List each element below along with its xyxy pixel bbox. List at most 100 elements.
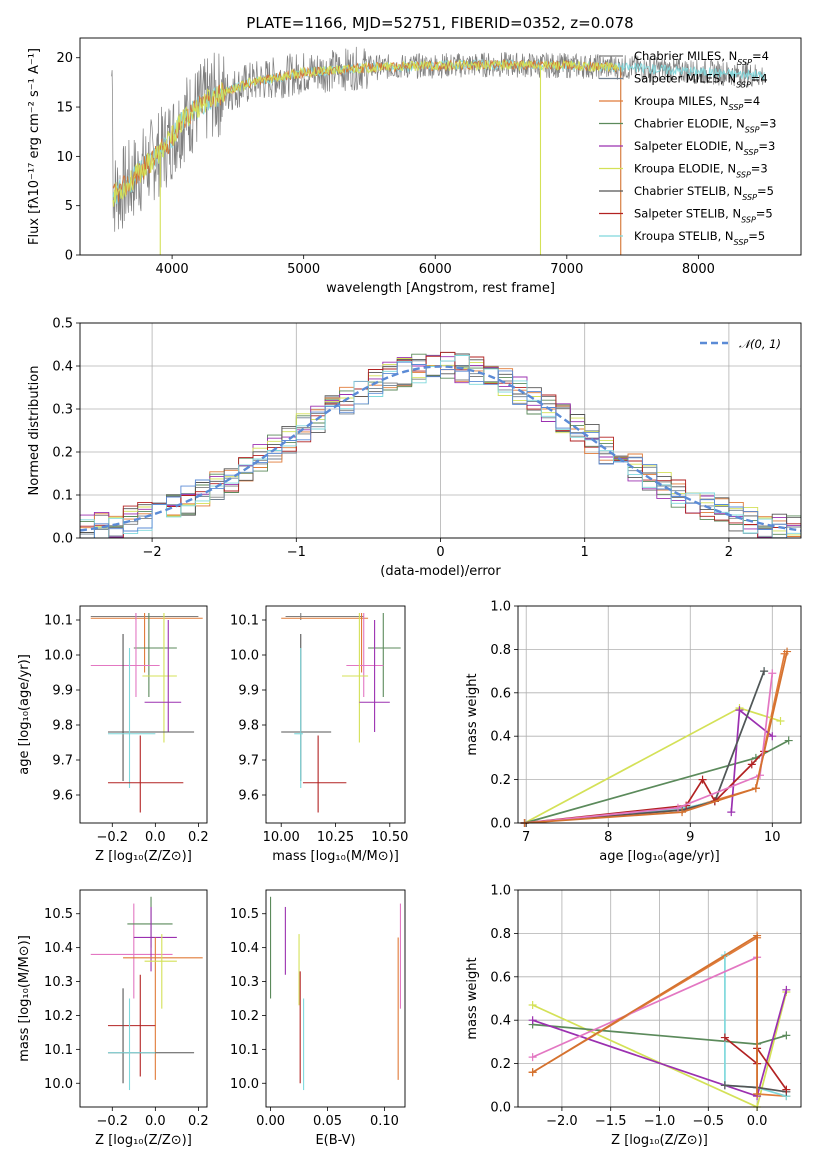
y-tick-label: 9.6 bbox=[52, 789, 73, 804]
x-axis-label: Z [log₁₀(Z/Z⊙)] bbox=[95, 849, 192, 864]
residual-histogram bbox=[80, 351, 801, 538]
mass-weight-vs-metallicity-panel: −2.0 −1.5 −1.0 −0.5 0.0 0.0 0.2 0.4 0.6 0.8 1.0 Z [… bbox=[465, 884, 802, 1148]
x-tick-label: 7 bbox=[522, 830, 530, 845]
y-tick-label: 10.4 bbox=[44, 941, 73, 956]
y-tick-label: 10.3 bbox=[230, 975, 259, 990]
y-tick-label: 10.0 bbox=[44, 649, 73, 664]
y-axis-label: mass weight bbox=[465, 957, 480, 1039]
legend-entry: Kroupa STELIB, NSSP=5 bbox=[634, 229, 765, 247]
y-tick-label: 0.8 bbox=[490, 927, 511, 942]
y-tick-label: 9.9 bbox=[238, 684, 259, 699]
age-vs-mass-panel: 10.00 10.25 10.50 9.6 9.7 9.8 9.9 10.0 10.1 mass … bbox=[230, 605, 408, 864]
legend-entry: Chabrier ELODIE, NSSP=3 bbox=[634, 117, 776, 135]
x-tick-label: 0 bbox=[436, 545, 444, 560]
errorbar-point bbox=[90, 613, 160, 697]
y-tick-label: 10.4 bbox=[230, 941, 259, 956]
y-tick-label: 10.3 bbox=[44, 975, 73, 990]
x-tick-label: 7000 bbox=[550, 262, 583, 277]
weight-point-marker bbox=[782, 985, 791, 994]
y-tick-label: 0.1 bbox=[52, 489, 73, 504]
weight-point-marker bbox=[784, 736, 793, 745]
weight-point-marker bbox=[760, 667, 769, 676]
y-tick-label: 0 bbox=[65, 249, 73, 264]
figure-title: PLATE=1166, MJD=52751, FIBERID=0352, z=0… bbox=[246, 14, 633, 32]
x-tick-label: 0.0 bbox=[145, 1114, 166, 1129]
axes-frame bbox=[265, 605, 406, 824]
errorbar-point bbox=[142, 613, 177, 743]
weight-point-marker bbox=[753, 931, 762, 940]
x-axis-label: Z [log₁₀(Z/Z⊙)] bbox=[611, 1133, 708, 1148]
weight-point-marker bbox=[751, 784, 760, 793]
errorbar-point bbox=[144, 934, 177, 1009]
x-tick-label: 0.2 bbox=[188, 1114, 209, 1129]
y-axis-label: mass [log₁₀(M/M⊙)] bbox=[17, 935, 32, 1062]
x-tick-label: −0.2 bbox=[96, 1114, 128, 1129]
y-tick-label: 1.0 bbox=[490, 884, 511, 899]
weight-point-marker bbox=[727, 808, 736, 817]
plot-area bbox=[520, 647, 793, 827]
x-axis-label: wavelength [Angstrom, rest frame] bbox=[326, 281, 555, 296]
x-tick-label: 9 bbox=[686, 830, 694, 845]
x-tick-label: 0.05 bbox=[313, 1114, 342, 1129]
weight-point-marker bbox=[528, 1001, 537, 1010]
y-tick-label: 9.7 bbox=[238, 754, 259, 769]
weight-point-marker bbox=[735, 706, 744, 715]
errorbar-point bbox=[342, 613, 369, 743]
y-tick-label: 9.9 bbox=[52, 684, 73, 699]
x-tick-label: −0.5 bbox=[693, 1114, 725, 1129]
y-tick-label: 10.2 bbox=[230, 1009, 259, 1024]
y-tick-label: 0.4 bbox=[52, 360, 73, 375]
x-axis-label: (data-model)/error bbox=[380, 564, 501, 579]
errorbar-point bbox=[368, 613, 401, 697]
weight-series-line bbox=[524, 750, 765, 824]
legend-entry: Chabrier MILES, NSSP=4 bbox=[634, 49, 769, 67]
errorbar-point bbox=[90, 903, 173, 999]
x-tick-label: −1 bbox=[287, 545, 306, 560]
legend-entry: Salpeter STELIB, NSSP=5 bbox=[634, 207, 773, 225]
x-tick-label: 0.10 bbox=[370, 1114, 399, 1129]
legend-entry: Salpeter MILES, NSSP=4 bbox=[634, 72, 768, 90]
residual-legend: 𝒩(0, 1) bbox=[700, 337, 781, 351]
errorbar-point bbox=[144, 620, 182, 732]
weight-point-marker bbox=[782, 1085, 791, 1094]
axes-frame bbox=[79, 322, 802, 539]
legend-entry: Kroupa MILES, NSSP=4 bbox=[634, 94, 760, 112]
weight-series-line bbox=[524, 670, 765, 824]
y-tick-label: 9.8 bbox=[52, 719, 73, 734]
errorbar-point bbox=[107, 998, 156, 1091]
legend-entry: 𝒩(0, 1) bbox=[739, 337, 781, 351]
weight-series-line bbox=[524, 670, 765, 824]
model-spectrum-line bbox=[112, 59, 620, 207]
x-tick-label: 6000 bbox=[419, 262, 452, 277]
errorbar-point bbox=[107, 735, 184, 813]
errorbar-point bbox=[107, 974, 156, 1077]
mass-weight-vs-age-panel: 7 8 9 10 0.0 0.2 0.4 0.6 0.8 1.0 age [log₁₀(age/yr… bbox=[465, 600, 802, 864]
weight-point-marker bbox=[783, 647, 792, 656]
x-tick-label: 10 bbox=[764, 830, 781, 845]
y-tick-label: 10.1 bbox=[44, 1043, 73, 1058]
weight-point-marker bbox=[720, 1081, 729, 1090]
weight-point-marker bbox=[782, 1031, 791, 1040]
weight-series-line bbox=[524, 707, 781, 824]
y-tick-label: 0.4 bbox=[490, 1014, 511, 1029]
y-tick-label: 0.2 bbox=[490, 773, 511, 788]
axes-frame bbox=[517, 605, 802, 824]
x-tick-label: 0.2 bbox=[188, 830, 209, 845]
weight-point-marker bbox=[720, 1033, 729, 1042]
x-tick-label: 0.00 bbox=[256, 1114, 285, 1129]
weight-point-marker bbox=[698, 775, 707, 784]
errorbar-point bbox=[294, 648, 303, 788]
plot-area bbox=[111, 46, 765, 255]
y-tick-label: 10.0 bbox=[44, 1077, 73, 1092]
weight-point-marker bbox=[528, 1016, 537, 1025]
y-tick-label: 10.2 bbox=[44, 1009, 73, 1024]
plot-area bbox=[80, 351, 801, 538]
errorbar-point bbox=[359, 620, 390, 732]
weight-point-marker bbox=[747, 760, 756, 769]
y-tick-label: 1.0 bbox=[490, 600, 511, 615]
y-axis-label: Flux [fλ10⁻¹⁷ erg cm⁻² s⁻¹ A⁻¹] bbox=[27, 48, 42, 245]
y-tick-label: 0.0 bbox=[490, 817, 511, 832]
y-tick-label: 10 bbox=[56, 150, 73, 165]
errorbar-point bbox=[285, 613, 364, 620]
axes-frame bbox=[79, 37, 802, 256]
